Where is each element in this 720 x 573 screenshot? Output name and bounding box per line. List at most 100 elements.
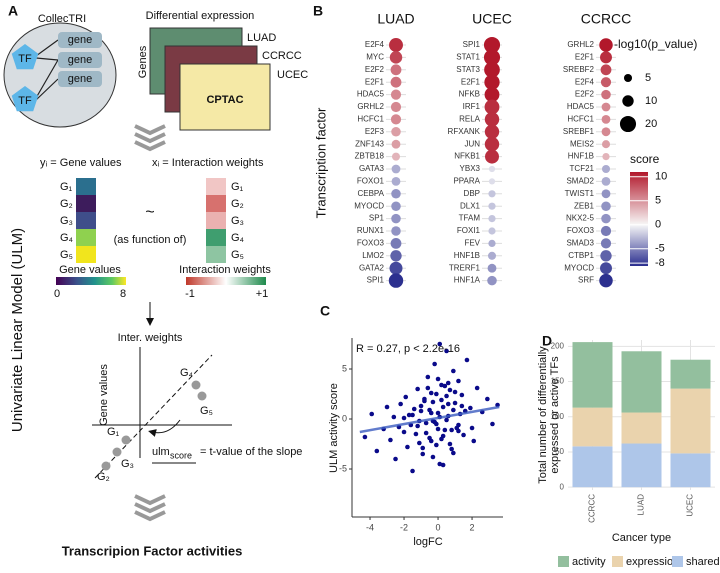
legend-label: shared bbox=[686, 556, 720, 568]
category-label: PPARA bbox=[453, 177, 480, 186]
point bbox=[451, 450, 456, 456]
x-tick-label: 2 bbox=[470, 522, 475, 532]
point bbox=[452, 400, 458, 406]
category-label: GATA3 bbox=[359, 164, 385, 173]
gene-label: G₂ bbox=[97, 471, 110, 483]
point bbox=[471, 438, 477, 444]
dot bbox=[390, 250, 402, 262]
colorbar-label: +1 bbox=[256, 288, 269, 300]
point bbox=[442, 383, 448, 389]
point bbox=[445, 380, 451, 386]
colorbar-title: Gene values bbox=[59, 264, 121, 276]
bar-segment bbox=[621, 443, 662, 488]
category-label: MEIS2 bbox=[570, 139, 595, 148]
category-label: ZBTB18 bbox=[355, 152, 385, 161]
colorbar bbox=[630, 172, 648, 266]
dot bbox=[389, 51, 403, 64]
category-label: DBP bbox=[464, 189, 480, 198]
y-tick-label: 50 bbox=[555, 447, 564, 456]
y-tick-label: 0 bbox=[560, 482, 565, 491]
point bbox=[456, 422, 461, 428]
dot bbox=[487, 251, 497, 260]
panel-label: D bbox=[542, 333, 552, 349]
tf-node bbox=[11, 44, 39, 70]
category-label: NKX2-5 bbox=[566, 214, 595, 223]
colorbar-label: 5 bbox=[655, 195, 661, 207]
point bbox=[415, 423, 420, 429]
facet-title: UCEC bbox=[472, 11, 512, 27]
point bbox=[447, 387, 453, 393]
y-tick-label: 0 bbox=[342, 413, 347, 423]
dot bbox=[488, 227, 496, 235]
dot bbox=[600, 262, 612, 275]
point bbox=[410, 412, 415, 418]
point bbox=[437, 341, 443, 347]
point bbox=[406, 412, 412, 418]
dot bbox=[391, 139, 401, 149]
panel-label: A bbox=[8, 3, 18, 19]
colorbar-label: -5 bbox=[655, 243, 665, 255]
point bbox=[434, 391, 439, 397]
gene-label: G₄ bbox=[180, 367, 194, 379]
category-label: SPI1 bbox=[367, 276, 385, 285]
dot bbox=[484, 87, 500, 103]
tilde: ~ bbox=[145, 204, 154, 221]
dot bbox=[601, 164, 611, 174]
category-label: GRHL2 bbox=[357, 102, 384, 111]
point bbox=[456, 428, 461, 434]
category-label: FEV bbox=[464, 239, 480, 248]
category-label: MYOCD bbox=[354, 201, 384, 210]
label: (as function of) bbox=[114, 234, 187, 246]
point bbox=[418, 403, 424, 409]
dot bbox=[484, 74, 500, 90]
category-label: CEBPA bbox=[357, 189, 384, 198]
gene-node bbox=[58, 71, 102, 87]
dot bbox=[601, 114, 611, 124]
point bbox=[451, 368, 456, 374]
category-label: SREBF1 bbox=[563, 127, 595, 136]
point bbox=[464, 357, 470, 363]
gene-label: gene bbox=[68, 73, 92, 85]
category-label: SMAD2 bbox=[566, 177, 594, 186]
point bbox=[405, 444, 410, 450]
category-label: STAT1 bbox=[456, 53, 480, 62]
bar-segment bbox=[572, 446, 613, 488]
gene-label: G₅ bbox=[200, 405, 213, 417]
bar-segment bbox=[670, 359, 711, 389]
gene-label: gene bbox=[68, 54, 92, 66]
category-label: GRHL2 bbox=[567, 40, 594, 49]
dot bbox=[599, 273, 613, 288]
category-label: HDAC5 bbox=[567, 102, 595, 111]
category-label: FOXI1 bbox=[457, 226, 481, 235]
dot bbox=[484, 99, 500, 115]
dot bbox=[601, 176, 611, 186]
colorbar-title: Interaction weights bbox=[179, 264, 271, 276]
category-label: ZNF143 bbox=[355, 139, 384, 148]
point bbox=[403, 394, 409, 400]
category-label: HDAC5 bbox=[357, 90, 385, 99]
category-label: MYC bbox=[366, 53, 384, 62]
category-label: YBX3 bbox=[460, 164, 481, 173]
point bbox=[452, 389, 458, 395]
legend-label: 10 bbox=[645, 95, 657, 107]
axis-label: Gene values bbox=[98, 364, 110, 426]
point bbox=[420, 445, 426, 451]
point bbox=[435, 426, 441, 432]
gene-label: G₅ bbox=[231, 249, 244, 261]
dot bbox=[391, 152, 401, 161]
fit-line bbox=[94, 354, 213, 479]
point bbox=[430, 454, 436, 460]
legend-swatch bbox=[612, 556, 623, 567]
point bbox=[435, 376, 441, 382]
dot bbox=[391, 189, 401, 199]
category-label: E2F1 bbox=[365, 77, 385, 86]
dot bbox=[390, 76, 402, 88]
category-label: E2F3 bbox=[365, 127, 385, 136]
y-tick-label: 100 bbox=[551, 412, 565, 421]
dot bbox=[390, 64, 402, 76]
colorbar-label: -8 bbox=[655, 257, 665, 269]
source: CPTAC bbox=[206, 94, 243, 106]
colorbar-label: -1 bbox=[185, 288, 195, 300]
gene-label: G₂ bbox=[231, 198, 244, 210]
legend-title: score bbox=[630, 152, 660, 166]
